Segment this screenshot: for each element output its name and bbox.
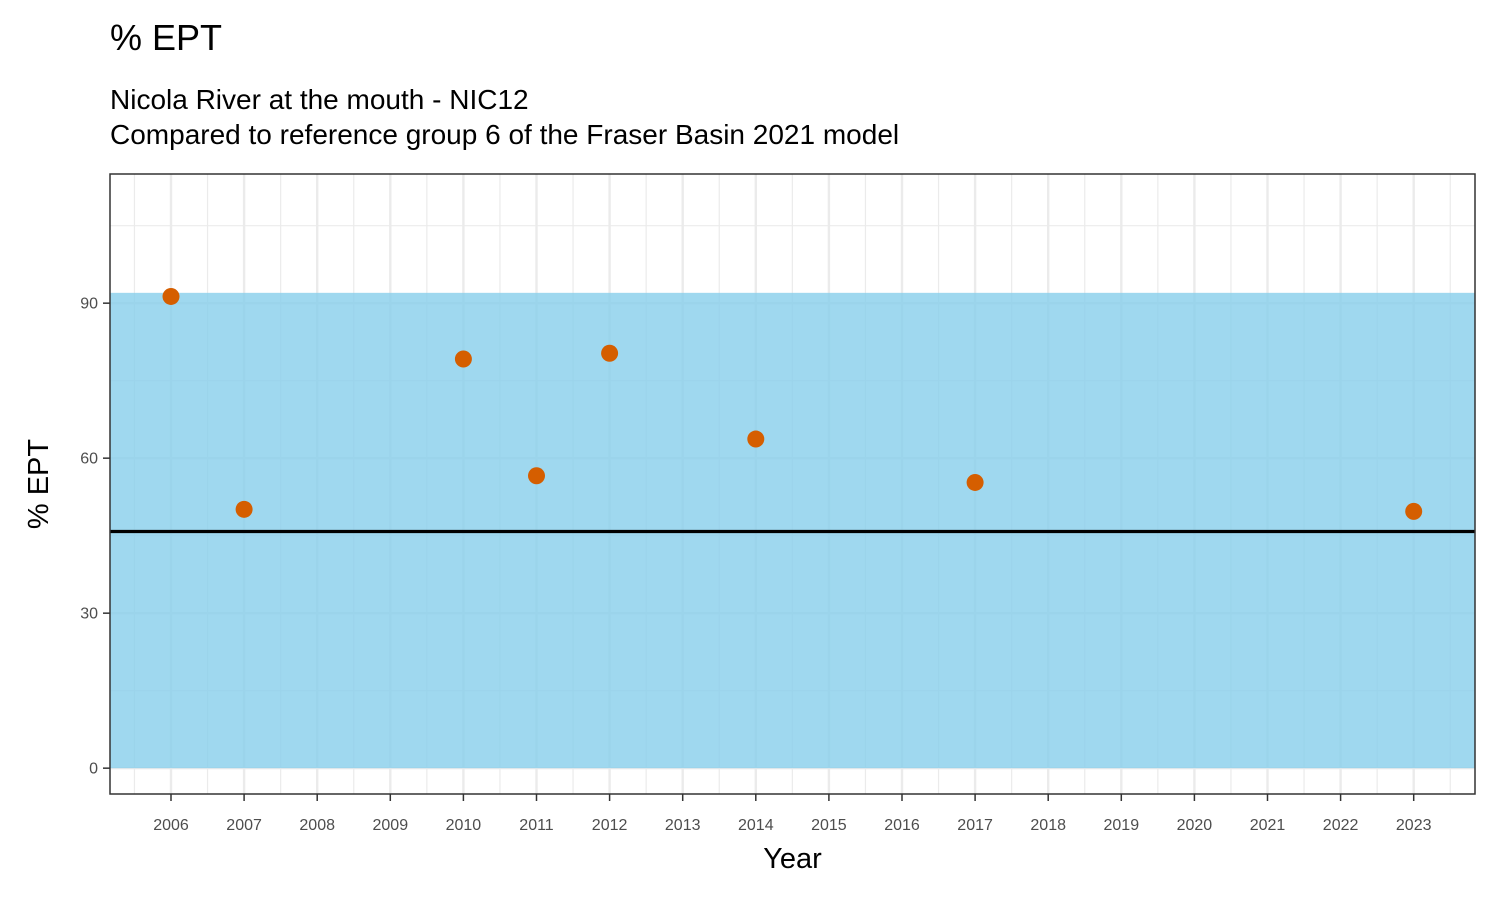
x-tick-label-2013: 2013: [665, 817, 701, 834]
data-point-2012: [601, 344, 619, 362]
data-point-2007: [235, 500, 253, 518]
x-tick-label-2006: 2006: [153, 817, 189, 834]
panel-border: [109, 173, 1476, 795]
subtitle-line-model: Compared to reference group 6 of the Fra…: [110, 119, 900, 150]
data-point-2011: [528, 467, 545, 485]
x-tick-label-2019: 2019: [1104, 817, 1140, 834]
y-tick-label: 0: [89, 761, 98, 778]
x-tick-label-2016: 2016: [884, 817, 920, 834]
x-tick-label-2022: 2022: [1323, 817, 1359, 834]
x-tick-label-2021: 2021: [1250, 817, 1286, 834]
data-point-2017: [966, 473, 984, 491]
y-axis-title: % EPT: [23, 439, 55, 530]
chart-subtitle: Nicola River at the mouth - NIC12 Compar…: [110, 82, 899, 152]
x-tick-label-2012: 2012: [592, 817, 628, 834]
x-tick-label-2011: 2011: [519, 817, 554, 834]
data-point-2010: [454, 350, 472, 368]
data-points: [162, 287, 1423, 520]
x-tick-label-2008: 2008: [299, 817, 335, 834]
axes: 0 30 60 90 2006 2007 2008 2009 2010 2011 2012 2013 2…: [23, 173, 1476, 875]
x-axis-title: Year: [763, 843, 822, 875]
chart-title: % EPT: [110, 17, 223, 58]
data-point-2014: [747, 430, 765, 448]
data-point-2023: [1405, 502, 1423, 520]
x-tick-label-2020: 2020: [1177, 817, 1213, 834]
x-tick-label-2015: 2015: [811, 817, 847, 834]
x-tick-label-2014: 2014: [738, 817, 774, 834]
y-tick-label: 90: [80, 296, 98, 313]
x-tick-label-2017: 2017: [957, 817, 993, 834]
x-tick-label-2009: 2009: [373, 817, 409, 834]
y-tick-label: 30: [80, 606, 98, 623]
y-tick-label: 60: [80, 451, 98, 468]
x-tick-label-2018: 2018: [1030, 817, 1066, 834]
x-tick-label-2007: 2007: [226, 817, 262, 834]
x-tick-label-2023: 2023: [1396, 817, 1432, 834]
x-tick-label-2010: 2010: [446, 817, 482, 834]
subtitle-line-site: Nicola River at the mouth - NIC12: [110, 84, 529, 115]
data-point-2006: [162, 287, 180, 305]
